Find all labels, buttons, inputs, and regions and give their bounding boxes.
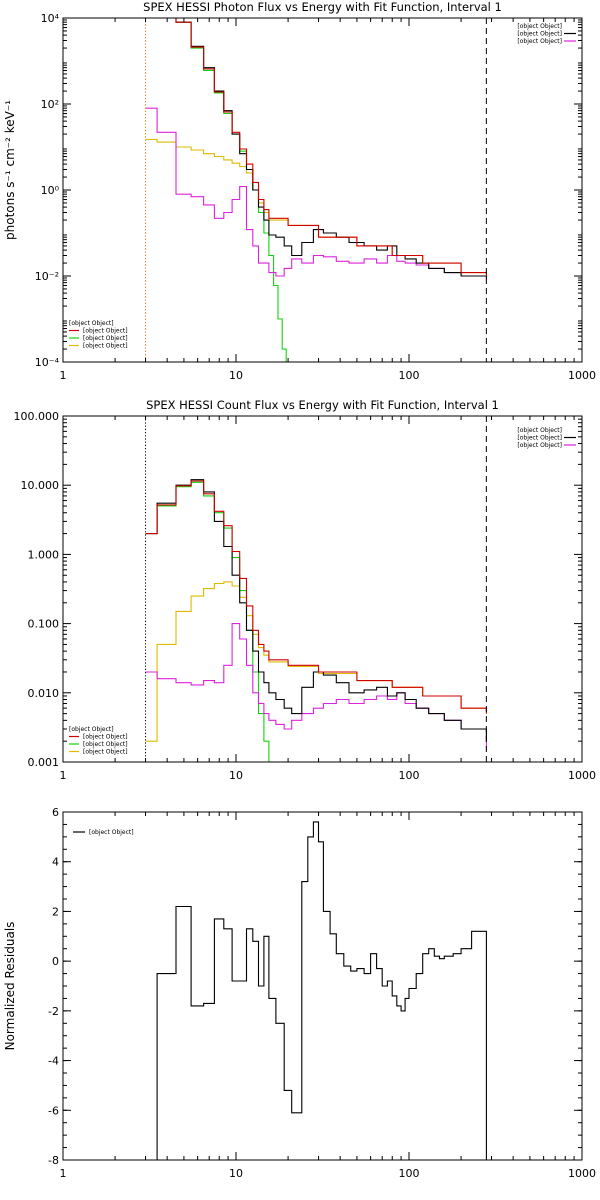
legend-entry: [object Object] — [83, 335, 128, 342]
y-axis-label: photons s⁻¹ cm⁻² keV⁻¹ — [3, 100, 17, 240]
series-4-red-line — [145, 480, 487, 714]
y-tick-label: 4 — [52, 856, 59, 869]
y-tick-label: 10⁴ — [41, 12, 60, 25]
legend-entry: [object Object] — [517, 427, 562, 434]
series-0-black-line — [145, 821, 487, 1161]
y-tick-label: 10⁻² — [35, 270, 59, 283]
plot-frame — [62, 415, 583, 763]
legend-entry: [object Object] — [69, 726, 114, 733]
x-tick-label: 1000 — [568, 1167, 596, 1180]
x-tick-label: 10 — [229, 769, 243, 782]
legend-entry: [object Object] — [517, 23, 562, 30]
legend-entry: [object Object] — [83, 741, 128, 748]
y-tick-label: 0.010 — [28, 687, 60, 700]
y-tick-label: 0 — [52, 955, 59, 968]
x-tick-label: 100 — [399, 1167, 420, 1180]
series-0-green-line — [145, 481, 270, 762]
legend-entry: [object Object] — [83, 328, 128, 335]
legend-entry: [object Object] — [517, 31, 562, 38]
y-tick-label: 10² — [41, 98, 59, 111]
plot-frame — [62, 811, 583, 1161]
series-2-magenta-line — [145, 107, 487, 281]
y-tick-label: 6 — [52, 806, 59, 819]
x-tick-label: 100 — [399, 369, 420, 382]
plot-frame — [62, 17, 583, 363]
y-tick-label: 1.000 — [28, 548, 60, 561]
series-1-yellow-line — [145, 581, 487, 742]
x-tick-label: 1 — [60, 369, 67, 382]
y-tick-label: -6 — [48, 1104, 59, 1117]
legend-entry: [object Object] — [83, 734, 128, 741]
legend-entry: [object Object] — [517, 38, 562, 45]
x-tick-label: 1000 — [568, 369, 596, 382]
series-4-red-line — [145, 17, 487, 276]
x-tick-label: 1000 — [568, 769, 596, 782]
y-tick-label: -8 — [48, 1154, 59, 1167]
y-tick-label: 10⁰ — [41, 184, 60, 197]
x-tick-label: 10 — [229, 369, 243, 382]
x-tick-label: 1 — [60, 1167, 67, 1180]
y-tick-label: 100.000 — [14, 410, 60, 423]
series-2-magenta-line — [145, 623, 487, 750]
residuals-panel: 1 10 100 1000 -8 -6 -4 -2 0 2 4 6 Normalized Residua… — [3, 806, 596, 1180]
legend-entry: [object Object] — [69, 320, 114, 327]
y-tick-label: 10⁻⁴ — [35, 356, 60, 369]
series-3-black-line — [145, 17, 487, 278]
chart-title: SPEX HESSI Count Flux vs Energy with Fit… — [146, 398, 499, 412]
y-tick-label: 2 — [52, 905, 59, 918]
y-tick-label: -4 — [48, 1055, 59, 1068]
y-tick-label: 0.001 — [28, 756, 60, 769]
y-tick-label: 0.100 — [28, 618, 60, 631]
series-3-black-line — [145, 479, 487, 742]
chart-title: SPEX HESSI Photon Flux vs Energy with Fi… — [143, 0, 502, 14]
legend-entry: [object Object] — [517, 435, 562, 442]
count-flux-panel: SPEX HESSI Count Flux vs Energy with Fit… — [14, 398, 597, 782]
x-tick-label: 1 — [60, 769, 67, 782]
legend-entry: [object Object] — [83, 343, 128, 350]
legend-entry: [object Object] — [517, 442, 562, 449]
x-tick-label: 10 — [229, 1167, 243, 1180]
x-tick-label: 100 — [399, 769, 420, 782]
legend-entry: [object Object] — [83, 749, 128, 756]
y-tick-label: -2 — [48, 1005, 59, 1018]
y-axis-label: Normalized Residuals — [3, 922, 17, 1051]
legend-entry: [object Object] — [89, 829, 134, 836]
series-0-green-line — [145, 17, 287, 362]
y-tick-label: 10.000 — [21, 479, 60, 492]
photon-flux-panel: SPEX HESSI Photon Flux vs Energy with Fi… — [3, 0, 596, 382]
